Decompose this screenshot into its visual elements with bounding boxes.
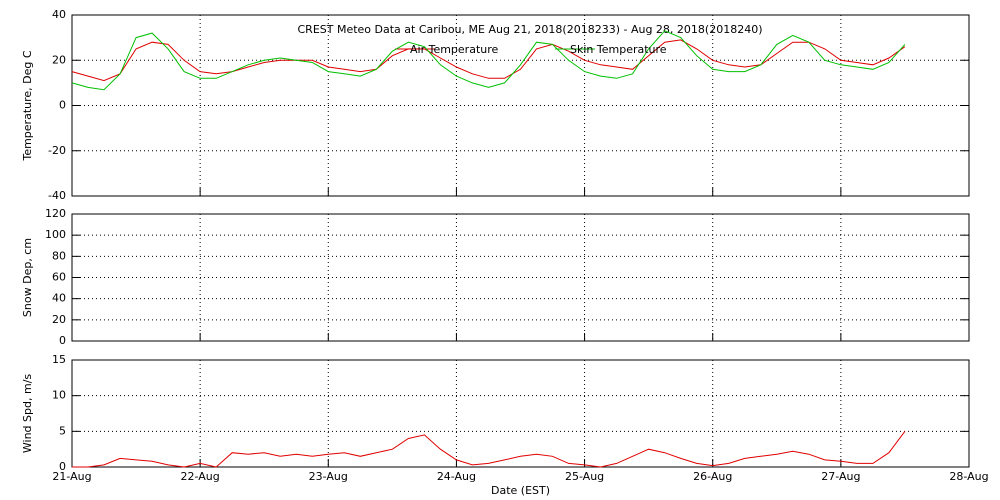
x-tick-label: 27-Aug — [821, 470, 860, 483]
legend-label: Air Temperature — [410, 43, 499, 56]
y-tick-label: 40 — [52, 8, 66, 21]
x-tick-label: 26-Aug — [693, 470, 732, 483]
y-axis-label: Wind Spd, m/s — [21, 374, 34, 454]
y-axis-label: Snow Dep, cm — [21, 238, 34, 317]
x-tick-label: 22-Aug — [181, 470, 220, 483]
y-tick-label: -40 — [48, 189, 66, 202]
legend-label: Skin Temperature — [570, 43, 667, 56]
plot-frame — [71, 359, 970, 468]
data-line — [71, 30, 906, 91]
y-tick-label: 100 — [45, 228, 66, 241]
y-tick-label: 80 — [52, 249, 66, 262]
y-tick-label: 40 — [52, 292, 66, 305]
y-tick-label: 0 — [59, 99, 66, 112]
chart-title: CREST Meteo Data at Caribou, ME Aug 21, … — [298, 23, 763, 36]
x-tick-label: 24-Aug — [437, 470, 476, 483]
data-line — [72, 431, 906, 468]
x-tick-label: 28-Aug — [949, 470, 988, 483]
x-tick-label: 23-Aug — [309, 470, 348, 483]
y-tick-label: 120 — [45, 207, 66, 220]
y-tick-label: 5 — [59, 424, 66, 437]
y-tick-label: 20 — [52, 53, 66, 66]
x-axis-label: Date (EST) — [491, 484, 550, 497]
y-tick-label: 0 — [59, 460, 66, 473]
y-tick-label: 15 — [52, 353, 66, 366]
data-line — [71, 39, 906, 82]
y-tick-label: -20 — [48, 144, 66, 157]
x-tick-label: 25-Aug — [565, 470, 604, 483]
y-axis-label: Temperature, Deg C — [21, 50, 34, 161]
y-tick-label: 60 — [52, 271, 66, 284]
y-tick-label: 10 — [52, 389, 66, 402]
x-tick-label: 21-Aug — [52, 470, 91, 483]
y-tick-label: 20 — [52, 313, 66, 326]
y-tick-label: 0 — [59, 334, 66, 347]
